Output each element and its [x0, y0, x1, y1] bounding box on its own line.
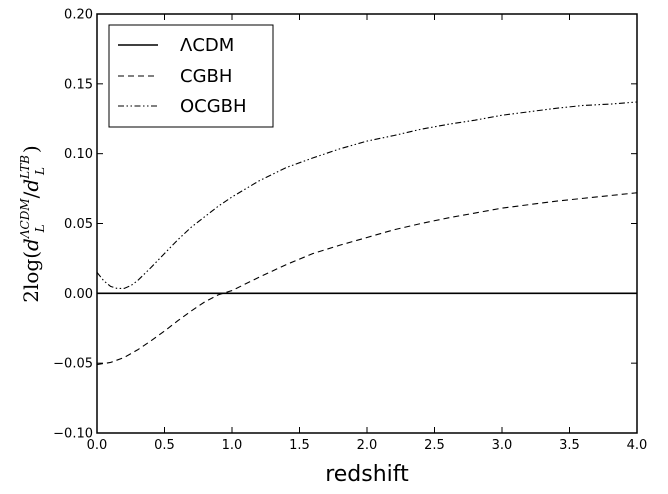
y-tick-label: −0.05 — [53, 357, 93, 372]
y-axis-title-sup1: ΛCDM — [18, 198, 32, 239]
x-tick-label: 2.0 — [357, 438, 378, 453]
legend-label-ocgbh: OCGBH — [180, 96, 247, 117]
legend-box — [108, 24, 274, 128]
y-axis-title-sub1: L — [33, 224, 47, 233]
x-tick-label: 0.5 — [154, 438, 175, 453]
y-tick-label: 0.00 — [64, 287, 93, 302]
series-layer — [96, 101, 638, 366]
y-tick-label: 0.05 — [64, 217, 93, 232]
series-line-ocgbh — [96, 101, 638, 290]
legend-label-cgbh: CGBH — [180, 66, 232, 87]
x-tick-label: 1.5 — [289, 438, 310, 453]
x-tick-label: 4.0 — [627, 438, 648, 453]
y-axis-title-sub2: L — [33, 167, 47, 176]
x-tick-label: 2.5 — [424, 438, 445, 453]
legend-label-lcdm: ΛCDM — [180, 35, 234, 56]
x-axis-title: redshift — [325, 462, 409, 487]
y-axis-title-sup2: LTB — [18, 155, 32, 180]
x-tick-label: 3.5 — [559, 438, 580, 453]
y-axis-title-slash: / — [19, 191, 43, 198]
x-tick-label: 1.0 — [222, 438, 243, 453]
y-axis-title-suffix: ) — [19, 145, 43, 153]
ticks-layer: 0.0 0.5 1.0 1.5 2.0 2.5 3.0 3.5 4.0 −0.10 −0.05 0.0… — [53, 8, 647, 454]
y-axis-title-prefix: 2log( — [19, 251, 43, 303]
y-tick-label: 0.15 — [64, 77, 93, 92]
plot-frame — [96, 13, 638, 434]
legend: ΛCDM CGBH OCGBH — [108, 24, 274, 128]
y-tick-label: −0.10 — [53, 427, 93, 442]
y-axis-title: 2log(dΛCDML/dLTBL) — [18, 145, 47, 302]
y-axis-title-d2: d — [19, 179, 43, 192]
x-tick-label: 0.0 — [87, 438, 108, 453]
series-line-cgbh — [96, 192, 638, 366]
x-tick-label: 3.0 — [492, 438, 513, 453]
y-tick-label: 0.10 — [64, 147, 93, 162]
y-axis-title-d1: d — [19, 238, 43, 251]
y-tick-label: 0.20 — [64, 8, 93, 23]
